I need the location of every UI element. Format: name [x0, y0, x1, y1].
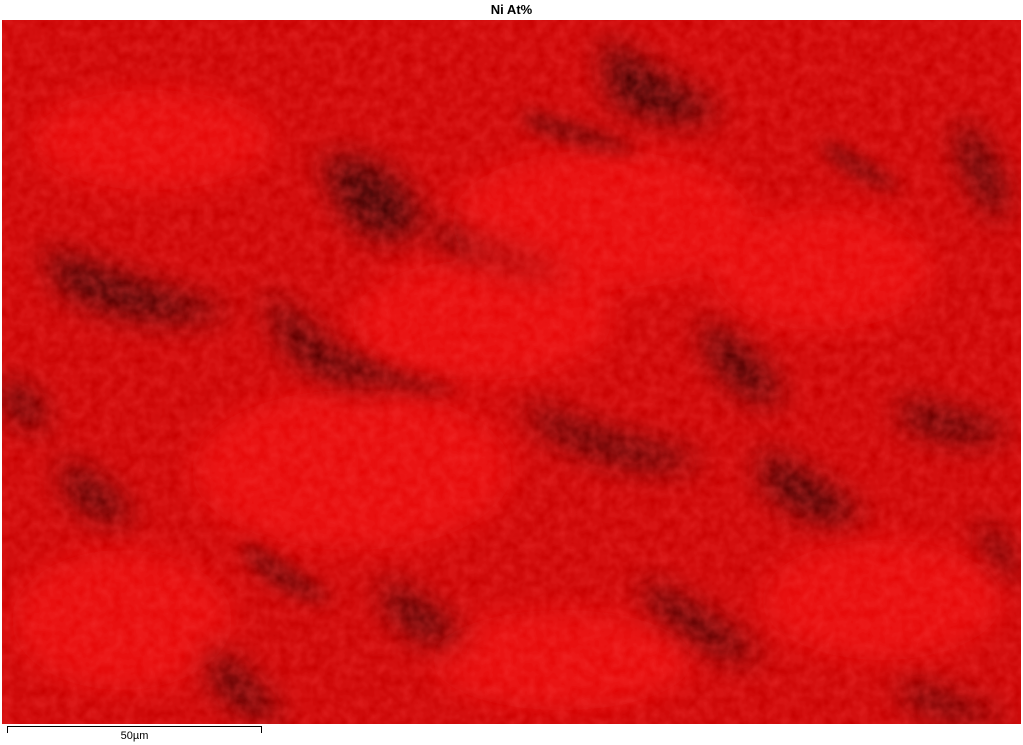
scale-bar-left-tick: [7, 726, 8, 733]
scale-bar-line: [7, 726, 262, 727]
ni-element-map: [2, 20, 1021, 724]
scale-bar-label: 50µm: [120, 730, 149, 742]
scale-bar: [7, 726, 262, 736]
map-title: Ni At%: [490, 2, 533, 17]
scale-bar-right-tick: [261, 726, 262, 733]
map-image: [2, 20, 1021, 724]
